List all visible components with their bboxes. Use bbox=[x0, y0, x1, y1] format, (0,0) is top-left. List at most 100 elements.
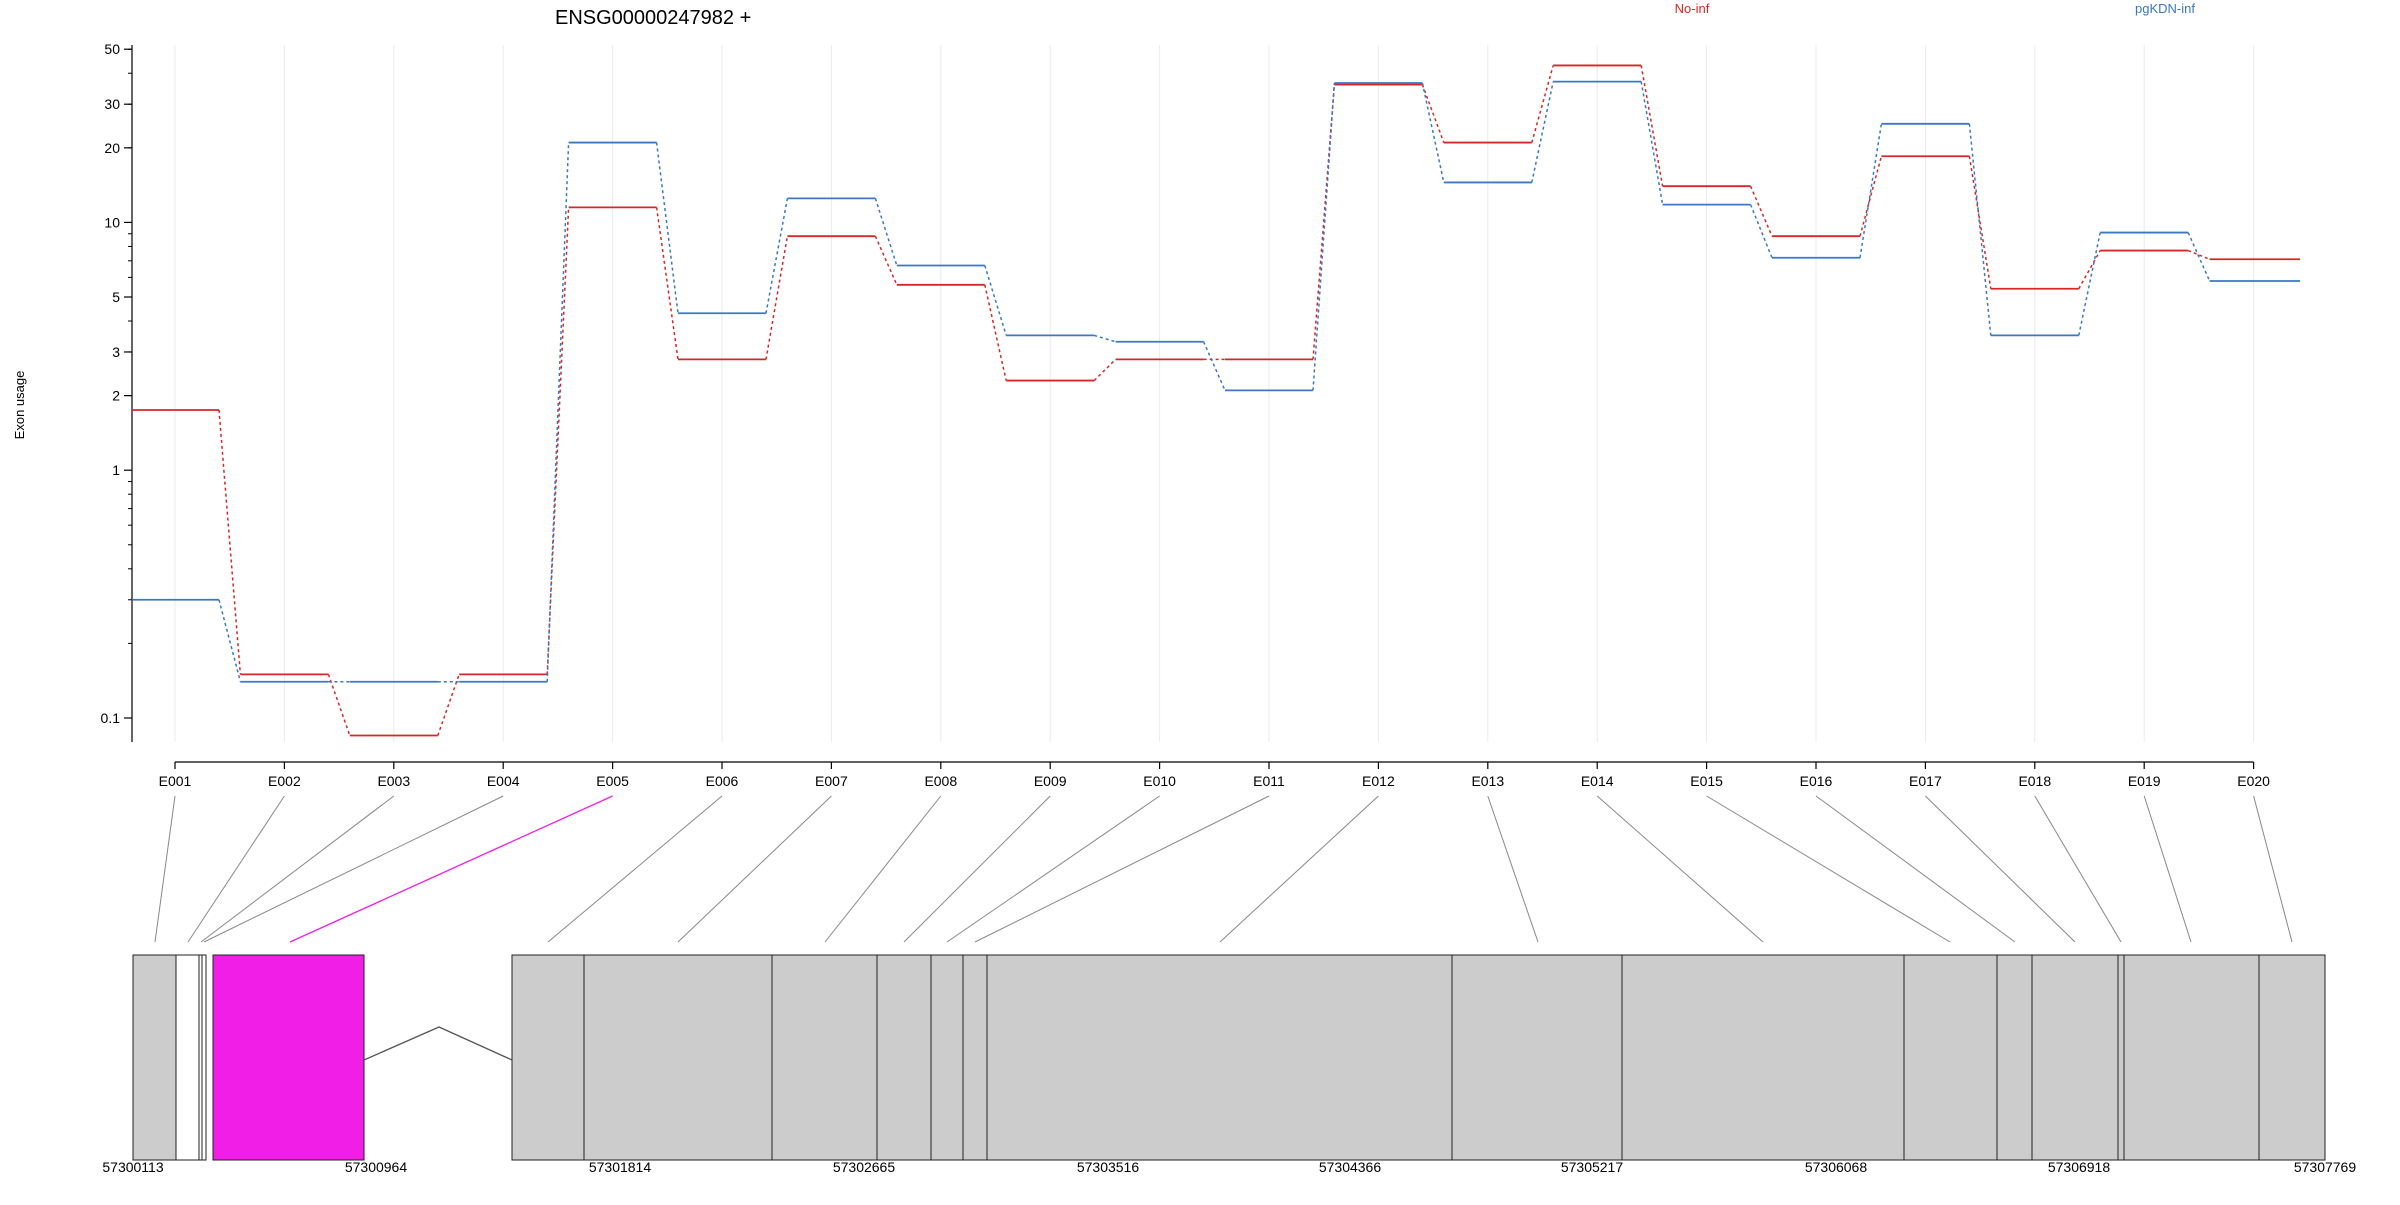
x-tick-label-e007: E007 bbox=[815, 773, 848, 789]
exon-box-e009 bbox=[876, 954, 932, 1161]
series-connector bbox=[1531, 65, 1554, 143]
exon-connector-e017 bbox=[1925, 795, 2076, 943]
exon-box-e017 bbox=[2031, 954, 2119, 1161]
exon-box-e016 bbox=[1996, 954, 2033, 1161]
x-tick-label-e013: E013 bbox=[1471, 773, 1504, 789]
exon-connector-e014 bbox=[1596, 795, 1764, 943]
series-connector bbox=[1968, 156, 1992, 289]
y-tick-label: 50 bbox=[104, 41, 120, 57]
exon-box-e005 bbox=[212, 954, 365, 1161]
exon-connector-e016 bbox=[1815, 795, 2016, 943]
exon-box-e014 bbox=[1621, 954, 1905, 1161]
exon-box-e011 bbox=[962, 954, 988, 1161]
genomic-coordinate-label: 57301814 bbox=[589, 1159, 652, 1175]
y-tick-label: 0.1 bbox=[101, 710, 121, 726]
exon-box-e001 bbox=[132, 954, 177, 1161]
exon-box-e012 bbox=[986, 954, 1453, 1161]
series-layer bbox=[132, 64, 2300, 737]
y-tick-label: 2 bbox=[112, 388, 120, 404]
exon-box-e002 bbox=[175, 954, 200, 1161]
x-tick-label-e010: E010 bbox=[1143, 773, 1176, 789]
x-tick-label-e006: E006 bbox=[706, 773, 739, 789]
series-pgkdn-inf bbox=[132, 80, 2300, 683]
series-connector bbox=[327, 674, 351, 736]
axis-layer: 0.1 1 2 3 5 10 20 30 50 E001 E002 E003 E004 E005 E006 E… bbox=[101, 41, 2271, 789]
exon-box-e008 bbox=[771, 954, 878, 1161]
exon-box-e007 bbox=[583, 954, 773, 1161]
genomic-coordinate-label: 57302665 bbox=[833, 1159, 896, 1175]
series-connector bbox=[2078, 232, 2101, 336]
exon-connector-e003 bbox=[200, 795, 395, 943]
x-tick-label-e011: E011 bbox=[1253, 773, 1285, 789]
exon-connector-e018 bbox=[2034, 795, 2122, 943]
exon-connector-e008 bbox=[824, 795, 942, 943]
series-connector bbox=[984, 265, 1007, 336]
series-connector bbox=[1640, 65, 1664, 187]
x-tick-label-e015: E015 bbox=[1690, 773, 1723, 789]
exon-connector-e007 bbox=[677, 795, 832, 943]
exon-box-e013 bbox=[1451, 954, 1623, 1161]
series-connector bbox=[1859, 123, 1883, 258]
x-tick-label-e019: E019 bbox=[2128, 773, 2161, 789]
x-tick-label-e014: E014 bbox=[1581, 773, 1614, 789]
genomic-coordinate-label: 57306918 bbox=[2048, 1159, 2111, 1175]
exon-connector-e013 bbox=[1487, 795, 1539, 943]
exon-connector-e011 bbox=[974, 795, 1270, 943]
x-tick-label-e009: E009 bbox=[1034, 773, 1067, 789]
exon-connector-e020 bbox=[2253, 795, 2293, 943]
series-connector bbox=[765, 236, 789, 360]
series-connector bbox=[2187, 249, 2210, 260]
x-tick-label-e017: E017 bbox=[1909, 773, 1942, 789]
y-axis-label: Exon usage bbox=[12, 371, 27, 440]
series-connector bbox=[984, 284, 1007, 381]
gene-model: 57300113 57300964 57301814 57302665 57303516… bbox=[102, 954, 2357, 1175]
chart-title: ENSG00000247982 + bbox=[555, 7, 751, 29]
legend-label-no-inf: No-inf bbox=[1675, 1, 1710, 16]
series-connector bbox=[218, 409, 242, 675]
series-connector bbox=[1640, 81, 1664, 205]
exon-connector-e012 bbox=[1219, 795, 1379, 943]
series-connector bbox=[1202, 341, 1226, 391]
series-connector bbox=[1859, 156, 1883, 237]
exon-connector-e006 bbox=[547, 795, 723, 943]
series-connector bbox=[1421, 82, 1445, 183]
y-tick-label: 30 bbox=[104, 96, 120, 112]
exon-box-e006 bbox=[511, 954, 585, 1161]
x-tick-label-e002: E002 bbox=[268, 773, 301, 789]
exon-box-e018 bbox=[2117, 954, 2125, 1161]
intron-line bbox=[363, 1026, 513, 1061]
x-tick-label-e012: E012 bbox=[1362, 773, 1395, 789]
x-tick-label-e008: E008 bbox=[924, 773, 957, 789]
exon-box-e020 bbox=[2258, 954, 2326, 1161]
exon-box-e015 bbox=[1903, 954, 1998, 1161]
connector-layer bbox=[154, 795, 2293, 943]
genomic-coordinate-label: 57307769 bbox=[2294, 1159, 2357, 1175]
genomic-coordinate-label: 57300113 bbox=[102, 1159, 163, 1175]
exon-connector-e005 bbox=[289, 795, 613, 943]
exon-connector-e019 bbox=[2143, 795, 2192, 943]
series-connector bbox=[1968, 123, 1992, 336]
exon-box-e004 bbox=[201, 954, 207, 1161]
exon-connector-e015 bbox=[1706, 795, 1951, 943]
y-tick-label: 1 bbox=[112, 462, 120, 478]
genomic-coordinate-label: 57304366 bbox=[1319, 1159, 1382, 1175]
genomic-coordinate-label: 57306068 bbox=[1805, 1159, 1868, 1175]
exon-connector-e009 bbox=[903, 795, 1051, 943]
x-tick-label-e005: E005 bbox=[596, 773, 629, 789]
series-connector bbox=[874, 198, 898, 266]
y-tick-label: 20 bbox=[104, 140, 120, 156]
series-connector bbox=[546, 142, 570, 682]
x-tick-label-e018: E018 bbox=[2018, 773, 2051, 789]
series-connector bbox=[1531, 81, 1554, 183]
exon-connector-e002 bbox=[187, 795, 285, 943]
series-connector bbox=[1093, 334, 1116, 343]
series-connector bbox=[1093, 358, 1117, 382]
series-connector bbox=[218, 599, 242, 682]
x-tick-label-e004: E004 bbox=[487, 773, 520, 789]
exon-box-e010 bbox=[930, 954, 964, 1161]
series-connector bbox=[2187, 232, 2211, 282]
series-connector bbox=[2078, 250, 2101, 290]
series-connector bbox=[874, 235, 898, 286]
